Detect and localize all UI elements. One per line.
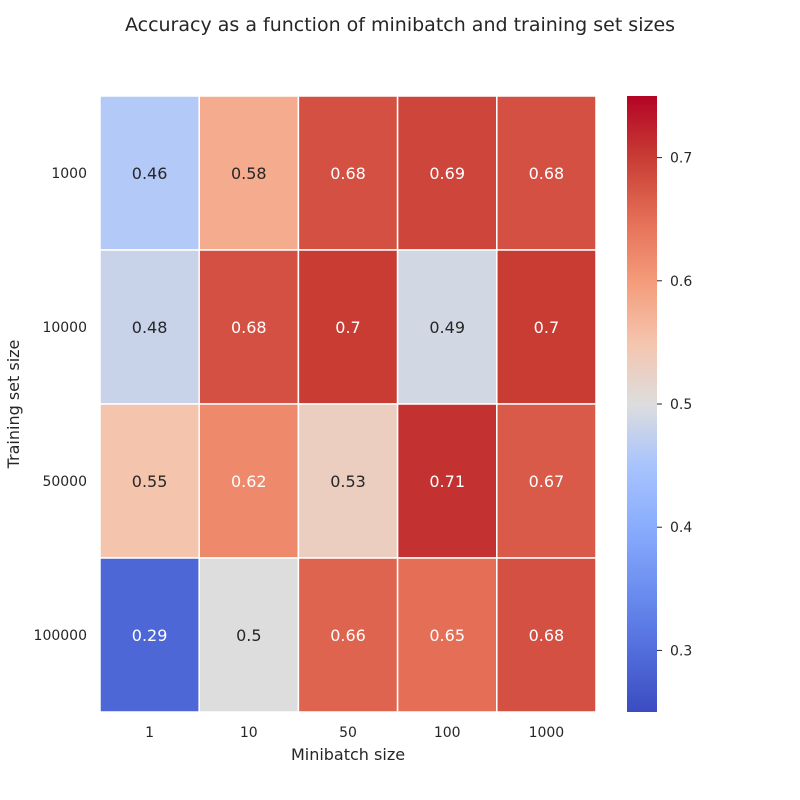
heatmap-cell	[198, 403, 300, 559]
cell-value-label: 0.71	[429, 472, 465, 491]
heatmap-cell	[297, 249, 399, 405]
colorbar-ticks: 0.3 0.4 0.5 0.6 0.7	[657, 151, 692, 659]
heatmap-cell	[297, 95, 399, 251]
chart-title: Accuracy as a function of minibatch and …	[125, 14, 675, 36]
cell-value-label: 0.48	[132, 318, 168, 337]
heatmap-cell	[496, 95, 597, 251]
heatmap-cell	[496, 249, 597, 405]
x-tick-labels: 1 10 50 100 1000	[145, 725, 564, 741]
x-tick-label: 100	[434, 725, 461, 741]
colorbar	[627, 96, 657, 712]
x-axis-label: Minibatch size	[291, 745, 405, 764]
cell-value-label: 0.53	[330, 472, 366, 491]
heatmap-cell	[99, 557, 200, 713]
cell-value-label: 0.55	[132, 472, 168, 491]
x-tick-label: 1	[145, 725, 154, 741]
heatmap-cell	[297, 403, 399, 559]
cell-value-label: 0.49	[429, 318, 465, 337]
heatmap-cell	[99, 249, 200, 405]
colorbar-tick-label: 0.7	[670, 151, 692, 167]
cell-value-label: 0.46	[132, 164, 168, 183]
cell-value-label: 0.69	[429, 164, 465, 183]
heatmap-cell	[396, 403, 498, 559]
x-tick-label: 50	[339, 725, 357, 741]
cell-value-label: 0.65	[429, 626, 465, 645]
cell-value-label: 0.29	[132, 626, 168, 645]
cell-value-label: 0.7	[335, 318, 360, 337]
y-tick-label: 1000	[51, 166, 87, 182]
y-axis-label: Training set size	[4, 340, 23, 470]
colorbar-tick-label: 0.3	[670, 643, 692, 659]
cell-value-label: 0.62	[231, 472, 267, 491]
y-tick-labels: 1000 10000 50000 100000	[34, 166, 87, 644]
y-tick-label: 10000	[42, 320, 87, 336]
colorbar-tick-label: 0.4	[670, 520, 692, 536]
cell-value-label: 0.7	[534, 318, 559, 337]
heatmap-cell	[99, 95, 200, 251]
colorbar-tick-label: 0.5	[670, 397, 692, 413]
heatmap-cell	[496, 557, 597, 713]
heatmap-cell	[297, 557, 399, 713]
heatmap-cell	[396, 95, 498, 251]
heatmap-cell	[396, 557, 498, 713]
x-tick-label: 10	[240, 725, 258, 741]
cell-value-label: 0.5	[236, 626, 261, 645]
cell-value-label: 0.68	[330, 164, 366, 183]
cell-value-label: 0.67	[529, 472, 565, 491]
cell-value-label: 0.68	[529, 164, 565, 183]
heatmap-cell	[496, 403, 597, 559]
cell-value-label: 0.68	[231, 318, 267, 337]
y-tick-label: 100000	[34, 628, 87, 644]
colorbar-tick-label: 0.6	[670, 274, 692, 290]
cell-value-label: 0.58	[231, 164, 267, 183]
heatmap-cell	[198, 557, 300, 713]
cell-value-label: 0.66	[330, 626, 366, 645]
heatmap-cell	[198, 95, 300, 251]
x-tick-label: 1000	[529, 725, 565, 741]
heatmap-cells: 0.46 0.58 0.68 0.69 0.68 0.48 0.68 0.7 0.49 0.7 0.…	[99, 95, 597, 713]
cell-value-label: 0.68	[529, 626, 565, 645]
y-tick-label: 50000	[42, 474, 87, 490]
